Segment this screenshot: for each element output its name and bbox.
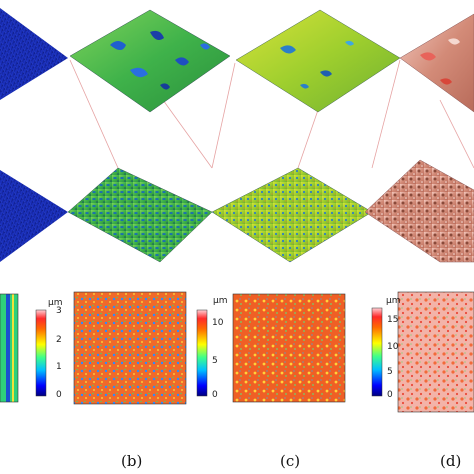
sample-b-top-surface — [69, 9, 231, 113]
sample-d-top-surface — [399, 13, 474, 113]
sample-d-mid-surface — [364, 159, 474, 263]
colorbar-3-unit: μm — [386, 296, 401, 306]
colorbar-1-tick: 1 — [56, 362, 62, 372]
sample-b-2d-map — [73, 291, 187, 405]
sample-c-mid-surface — [211, 167, 373, 263]
sample-c-2d-map — [232, 293, 346, 403]
colorbar-3-tick: 10 — [387, 342, 399, 352]
sample-b-mid-surface — [67, 167, 213, 263]
connector-lines — [69, 59, 474, 169]
sample-a-mid-surface — [0, 170, 68, 262]
colorbar-2-unit: μm — [213, 296, 228, 306]
sample-a-2d-map — [0, 293, 19, 403]
colorbar-2-tick: 10 — [212, 318, 224, 328]
sample-d-2d-map — [397, 291, 474, 413]
colorbar-1-unit: μm — [48, 298, 63, 308]
sample-c-top-surface — [235, 9, 401, 113]
colorbar-1-tick: 2 — [56, 335, 62, 345]
colorbar-1-tick: 3 — [56, 306, 62, 316]
colorbar-3 — [371, 307, 383, 397]
colorbar-2-tick: 5 — [212, 356, 218, 366]
colorbar-3-tick: 5 — [387, 367, 393, 377]
colorbar-3-tick: 0 — [387, 390, 393, 400]
panel-label-b: (b) — [121, 452, 143, 470]
panel-label-c: (c) — [280, 452, 301, 470]
colorbar-1-tick: 0 — [56, 390, 62, 400]
colorbar-1 — [35, 309, 47, 397]
sample-a-top-surface — [0, 8, 68, 100]
colorbar-2-tick: 0 — [212, 390, 218, 400]
panel-label-d: (d) — [440, 452, 462, 470]
colorbar-2 — [196, 309, 208, 397]
colorbar-3-tick: 15 — [387, 315, 399, 325]
